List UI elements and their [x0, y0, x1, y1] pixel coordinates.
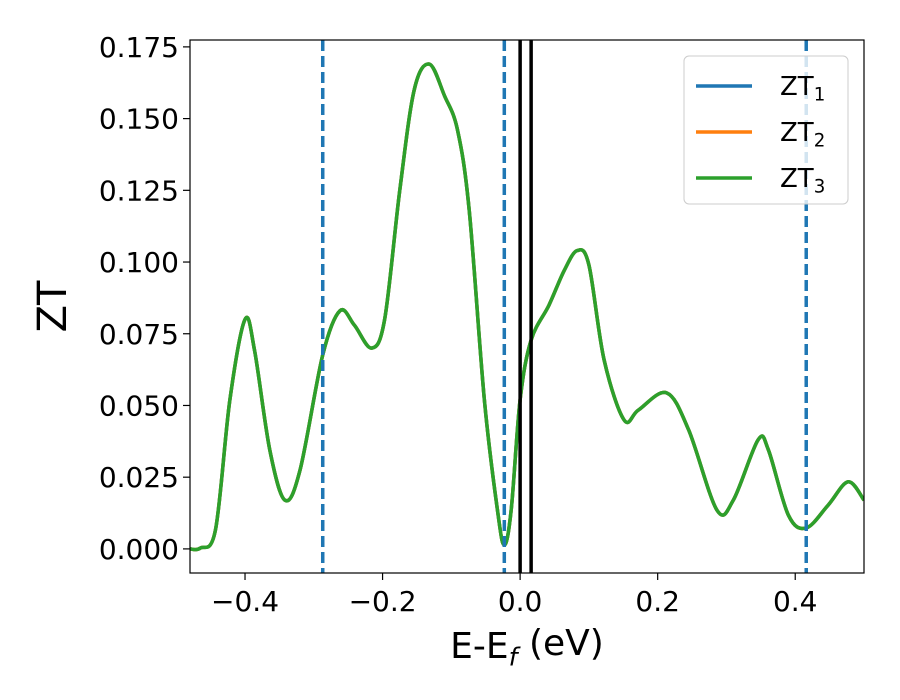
y-tick-label: 0.125	[99, 174, 179, 207]
y-tick-label: 0.050	[99, 389, 179, 422]
y-tick-label: 0.075	[99, 318, 179, 351]
axes-frame	[189, 39, 865, 574]
y-tick-label: 0.100	[99, 246, 179, 279]
legend-label: ZT3	[780, 164, 825, 197]
legend-box	[683, 55, 849, 205]
line-series	[190, 62, 864, 552]
x-tick-label: −0.4	[211, 585, 279, 618]
x-tick-label: −0.2	[349, 585, 417, 618]
y-tick-label: 0.025	[99, 461, 179, 494]
legend-label: ZT1	[780, 72, 825, 105]
x-tick-label: 0.0	[498, 585, 543, 618]
x-tick-label: 0.2	[635, 585, 680, 618]
x-axis-label: E-Ef (eV)	[450, 623, 604, 672]
y-tick-label: 0.175	[99, 31, 179, 64]
legend-label: ZT2	[780, 118, 825, 151]
x-tick-label: 0.4	[773, 585, 818, 618]
y-tick-label: 0.150	[99, 103, 179, 136]
y-tick-label: 0.000	[99, 533, 179, 566]
y-axis-label: ZT	[30, 280, 76, 332]
